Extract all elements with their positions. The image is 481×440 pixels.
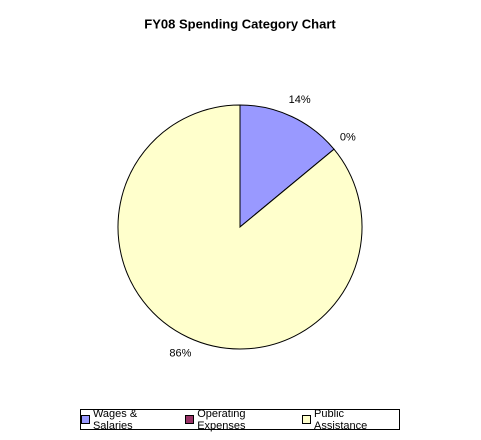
legend-label: Wages & Salaries xyxy=(92,407,138,432)
legend-item: Operating Expenses xyxy=(185,408,296,432)
legend: Wages & Salaries Operating Expenses Public… xyxy=(80,408,400,432)
pie-slice xyxy=(239,104,335,229)
legend-label: Public Assistance xyxy=(314,407,368,432)
legend-swatch xyxy=(185,415,195,424)
data-label: 86% xyxy=(169,348,191,360)
legend-item: Public Assistance xyxy=(302,408,399,432)
chart-title: FY08 Spending Category Chart xyxy=(144,16,336,31)
pie-slice xyxy=(117,104,363,350)
legend-label: Operating Expenses xyxy=(197,407,246,432)
legend-item: Wages & Salaries xyxy=(81,408,179,432)
legend-swatch xyxy=(81,415,90,424)
data-label: 14% xyxy=(289,94,311,106)
data-label: 0% xyxy=(340,132,356,144)
legend-swatch xyxy=(302,415,312,424)
